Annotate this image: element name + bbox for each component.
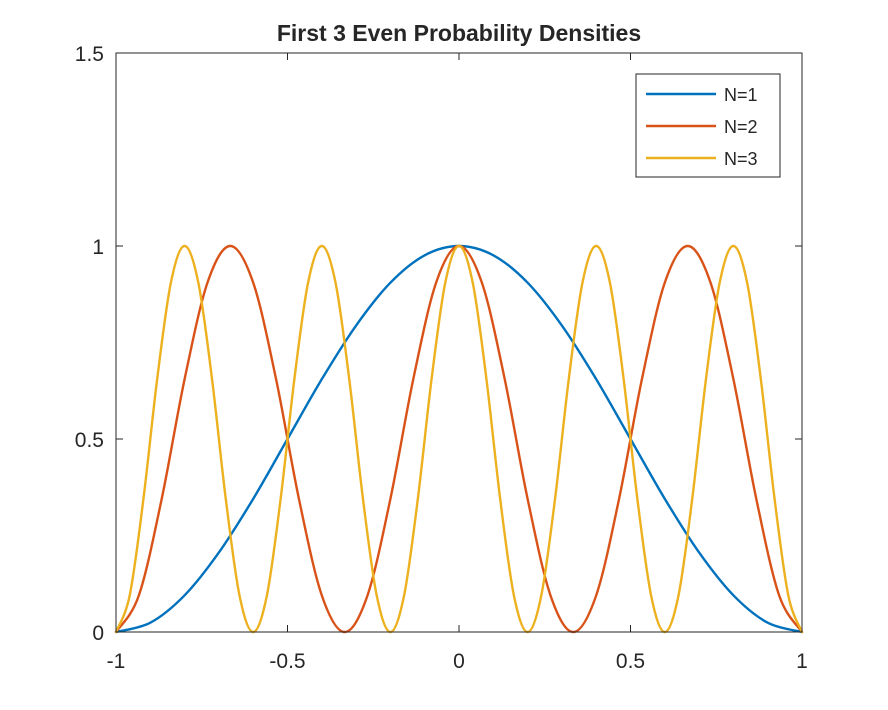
x-tick-label: 0.5 bbox=[616, 650, 645, 673]
tick-layer: -1 -0.5 0 0.5 1 0 0.5 1 1.5 bbox=[75, 43, 808, 673]
y-tick-label: 0 bbox=[92, 622, 104, 645]
chart-title: First 3 Even Probability Densities bbox=[277, 20, 641, 46]
x-tick-label: -1 bbox=[107, 650, 126, 673]
legend-label-2: N=2 bbox=[724, 117, 758, 137]
legend: N=1 N=2 N=3 bbox=[635, 73, 781, 178]
legend-label-3: N=3 bbox=[724, 149, 758, 169]
series-line-3 bbox=[114, 244, 804, 634]
x-tick-label: 1 bbox=[796, 650, 808, 673]
series-layer bbox=[114, 244, 804, 634]
x-tick-label: -0.5 bbox=[269, 650, 305, 673]
x-tick-label: 0 bbox=[453, 650, 465, 673]
y-tick-label: 1 bbox=[92, 236, 104, 259]
legend-label-1: N=1 bbox=[724, 85, 758, 105]
y-tick-label: 0.5 bbox=[75, 429, 104, 452]
y-tick-label: 1.5 bbox=[75, 43, 104, 66]
